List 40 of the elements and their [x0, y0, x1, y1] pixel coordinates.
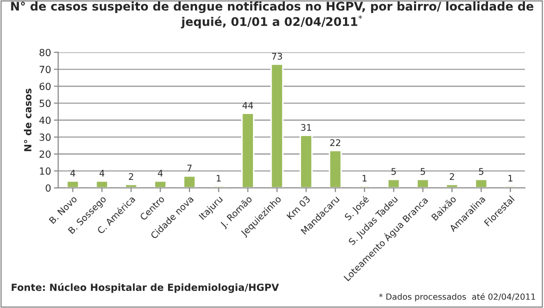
- y-tick-label: 50: [40, 100, 51, 108]
- data-label: 2: [450, 173, 454, 180]
- y-tick-label: 40: [39, 116, 51, 124]
- data-label: 5: [479, 168, 484, 175]
- data-label: 5: [392, 168, 396, 175]
- bar: [182, 175, 196, 188]
- y-tick-label: 60: [40, 82, 51, 90]
- data-label: 22: [330, 139, 340, 146]
- data-label: 4: [70, 170, 76, 176]
- bar: [387, 178, 400, 188]
- bar: [474, 178, 488, 188]
- data-label: 7: [187, 164, 192, 172]
- data-label: 1: [508, 174, 512, 182]
- bar: [300, 134, 313, 188]
- bar: [241, 112, 254, 188]
- bar: [95, 180, 108, 188]
- data-label: 4: [100, 170, 104, 176]
- bar: [270, 64, 284, 188]
- data-label: 2: [128, 173, 134, 180]
- data-label: 5: [420, 168, 425, 175]
- data-label: 1: [216, 174, 221, 182]
- bar: [66, 180, 80, 188]
- y-tick-label: 0: [46, 184, 51, 192]
- y-tick-label: 20: [40, 150, 51, 158]
- data-label: 1: [362, 174, 367, 182]
- text: * Dados processados até 02/04/2011: [379, 293, 536, 302]
- y-tick-label: 30: [40, 134, 51, 141]
- y-tick-label: 70: [40, 66, 51, 74]
- chart-title: N° de casos suspeito de dengue notificados no HGPV, por bairro/ localidade de jequié, 01/01 a 02/04/2011$^{*}$: [11, 2, 534, 28]
- data-label: 31: [301, 124, 312, 131]
- source-note: Fonte: Núcleo Hospitalar de Epidemiologia/HGPV: [12, 283, 279, 293]
- y-axis-title: N° de casos: [24, 88, 32, 152]
- y-tick-label: 80: [40, 48, 51, 56]
- data-label: 4: [158, 170, 163, 176]
- data-label: 73: [272, 52, 282, 60]
- y-tick-label: 10: [40, 167, 51, 175]
- bar: [328, 150, 342, 188]
- bar: [416, 178, 430, 188]
- data-label: 44: [242, 102, 254, 109]
- bar: [154, 180, 167, 188]
